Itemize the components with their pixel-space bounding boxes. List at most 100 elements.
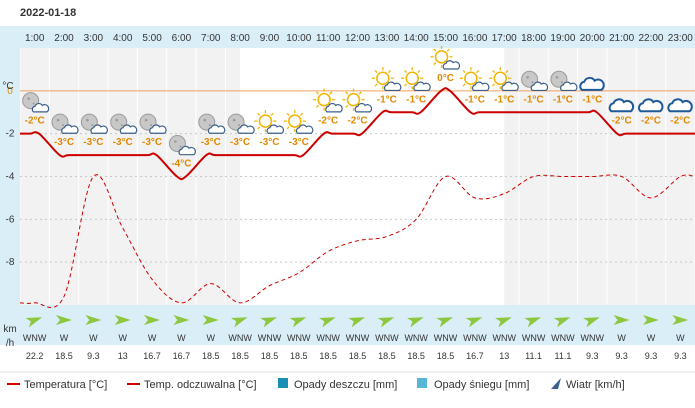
sun-ray	[492, 70, 496, 74]
cloud-shape	[501, 81, 519, 92]
wind-arrow-icon	[642, 315, 659, 325]
wind-arrow-shape	[406, 317, 424, 328]
sun-ray	[345, 104, 349, 108]
wind-arrow-shape	[348, 317, 366, 328]
wind-arrow-shape	[289, 317, 307, 328]
wind-speed-label: 16.7	[143, 351, 161, 361]
wind-arrow-icon	[202, 315, 219, 325]
wind-arrow-shape	[144, 315, 161, 325]
moon-crater	[555, 75, 559, 79]
sun-shape	[434, 50, 449, 64]
legend-wind-label: Wiatr [km/h]	[566, 379, 625, 391]
wind-speed-label: 9.3	[87, 351, 100, 361]
cloud-shape	[61, 124, 79, 134]
moon-crater	[86, 118, 89, 122]
wind-speed-label: 18.5	[202, 351, 220, 361]
wind-direction-label: W	[118, 333, 127, 343]
wind-arrow-shape	[25, 317, 43, 328]
moon-cloud-icon	[227, 113, 255, 134]
moon-crater	[174, 140, 177, 143]
legend-snow-label: Opady śniegu [mm]	[434, 379, 529, 391]
sun-ray	[433, 62, 437, 66]
wind-direction-label: WNW	[346, 333, 370, 343]
hour-tick-label: 11:00	[316, 33, 341, 44]
sun-ray	[403, 70, 407, 74]
hour-tick-label: 12:00	[345, 33, 370, 44]
hour-tick-label: 14:00	[404, 33, 429, 44]
wind-arrow-icon	[583, 317, 600, 328]
wind-band	[20, 305, 695, 345]
legend-temperature-label: Temperatura [°C]	[24, 379, 107, 391]
wind-speed-label: 11.1	[555, 351, 572, 361]
wind-direction-label: WNW	[463, 333, 487, 343]
wind-arrow-shape	[583, 317, 600, 328]
wind-speed-label: 9.3	[674, 351, 687, 361]
sun-shape	[317, 92, 331, 107]
wind-arrow-icon	[289, 317, 307, 328]
cloud-shape	[638, 98, 664, 113]
sun-ray	[300, 112, 304, 116]
wind-speed-label: 9.3	[586, 351, 599, 361]
wind-arrow-icon	[85, 315, 102, 325]
temperature-label: -3°C	[54, 137, 74, 148]
sun-cloud-icon	[401, 67, 431, 92]
wind-arrow-shape	[56, 315, 73, 325]
moon-crater	[120, 124, 123, 127]
legend-feels-like-label: Temp. odczuwalna [°C]	[144, 379, 257, 391]
hour-tick-label: 16:00	[462, 33, 487, 44]
wind-direction-label: WNW	[228, 333, 252, 343]
wind-speed-label: 18.5	[378, 351, 396, 361]
wind-arrow-icon	[613, 315, 630, 325]
hour-tick-label: 20:00	[580, 33, 605, 44]
wind-arrow-icon	[318, 317, 336, 328]
wind-arrow-icon	[495, 317, 512, 328]
wind-direction-label: W	[177, 333, 186, 343]
moon-crater	[208, 124, 211, 127]
moon-cloud-icon	[80, 113, 108, 134]
hour-tick-label: 21:00	[609, 33, 634, 44]
wind-speed-label: 18.5	[231, 351, 249, 361]
moon-crater	[531, 81, 534, 84]
temperature-label: -2°C	[318, 116, 338, 127]
legend-snow-swatch	[417, 378, 427, 388]
wind-direction-label: WNW	[404, 333, 428, 343]
sun-ray	[286, 126, 290, 130]
cloud-shape	[413, 81, 431, 92]
moon-crater	[144, 118, 148, 122]
moon-cloud-icon	[22, 92, 50, 113]
temperature-label: -1°C	[377, 94, 397, 105]
sun-cloud-icon	[430, 45, 461, 70]
wind-direction-label: WNW	[23, 333, 47, 343]
wind-speed-label: 13	[118, 351, 128, 361]
wind-speed-label: 9.3	[615, 351, 628, 361]
left-axis-band	[0, 26, 20, 345]
temperature-label: -2°C	[25, 116, 45, 127]
hour-tick-label: 9:00	[260, 33, 280, 44]
hour-tick-label: 23:00	[668, 33, 693, 44]
hour-tick-label: 15:00	[433, 33, 458, 44]
wind-speed-label: 16.7	[466, 351, 484, 361]
sun-ray	[315, 91, 319, 95]
wind-arrow-icon	[173, 315, 190, 325]
wind-direction-label: W	[89, 333, 98, 343]
cloud-shape	[207, 124, 226, 134]
wind-direction-label: W	[647, 333, 656, 343]
sun-ray	[315, 104, 319, 108]
hour-tick-label: 22:00	[638, 33, 663, 44]
moon-cloud-icon	[198, 113, 226, 134]
sun-shape	[288, 114, 302, 128]
sun-ray	[476, 70, 480, 74]
hour-tick-label: 18:00	[521, 33, 546, 44]
sun-ray	[433, 48, 437, 52]
sun-ray	[358, 91, 362, 95]
cloud-shape	[608, 98, 635, 113]
wind-direction-label: WNW	[375, 333, 399, 343]
sun-ray	[329, 91, 333, 95]
temperature-label: -3°C	[259, 137, 279, 148]
wind-arrow-shape	[318, 317, 336, 328]
wind-arrow-shape	[613, 315, 630, 325]
moon-shape	[227, 113, 245, 131]
temperature-label: -2°C	[670, 116, 690, 127]
wind-speed-label: 18.5	[437, 351, 455, 361]
cloud-shape	[383, 81, 402, 92]
